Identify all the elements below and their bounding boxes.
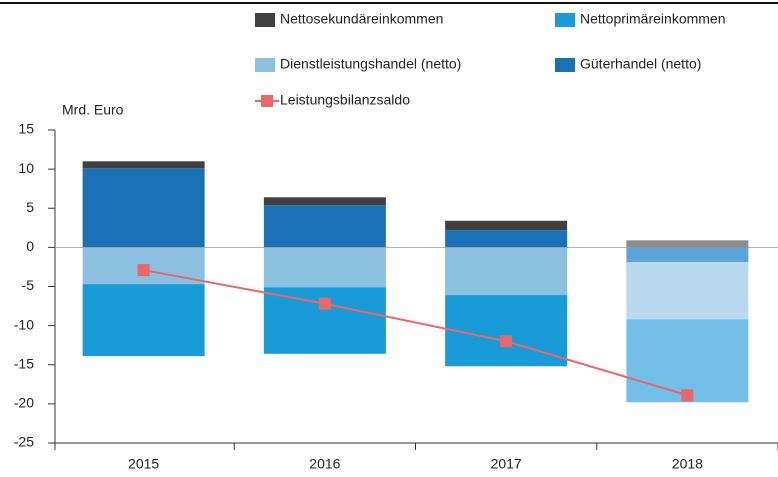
- y-tick-label: 10: [18, 160, 34, 176]
- bar-segment: [263, 205, 386, 248]
- bar-segment: [626, 262, 749, 320]
- bar-segment: [626, 240, 749, 248]
- y-tick-label: -20: [14, 395, 34, 411]
- legend-swatch: [255, 13, 275, 27]
- bar-segment: [82, 161, 205, 169]
- bar-segment: [445, 230, 568, 248]
- x-tick-label: 2015: [128, 456, 159, 472]
- bar-segment: [82, 284, 205, 357]
- bar-segment: [445, 220, 568, 231]
- bar-segment: [626, 247, 749, 263]
- legend-marker: [261, 95, 273, 107]
- line-marker: [137, 264, 150, 277]
- line-marker: [681, 389, 694, 402]
- bar-segment: [445, 247, 568, 296]
- y-tick-label: -5: [22, 277, 35, 293]
- legend-label: Nettoprimäreinkommen: [580, 11, 726, 27]
- line: [143, 269, 688, 397]
- bar-segment: [263, 197, 386, 206]
- bar-segment: [263, 287, 386, 354]
- y-tick-label: 5: [26, 199, 34, 215]
- legend-label: Nettosekundäreinkommen: [280, 11, 443, 27]
- y-tick-label: -10: [14, 316, 34, 332]
- y-axis-label: Mrd. Euro: [62, 102, 124, 118]
- y-tick-label: 0: [26, 238, 34, 254]
- x-tick-label: 2017: [491, 456, 522, 472]
- line-marker: [500, 335, 513, 348]
- legend-swatch: [555, 58, 575, 72]
- legend-swatch: [255, 58, 275, 72]
- bar-segment: [445, 295, 568, 367]
- legend-swatch: [555, 13, 575, 27]
- legend-label: Leistungsbilanzsaldo: [280, 92, 410, 108]
- y-tick-label: -25: [14, 434, 34, 450]
- y-tick-label: -15: [14, 355, 34, 371]
- bar-segment: [626, 319, 749, 403]
- bar-segment: [82, 168, 205, 248]
- x-tick-label: 2018: [672, 456, 703, 472]
- y-tick-label: 15: [18, 121, 34, 137]
- bar-segment: [263, 247, 386, 288]
- legend-label: Dienstleistungshandel (netto): [280, 56, 461, 72]
- legend-label: Güterhandel (netto): [580, 56, 701, 72]
- x-tick-label: 2016: [309, 456, 340, 472]
- line-marker: [318, 297, 331, 310]
